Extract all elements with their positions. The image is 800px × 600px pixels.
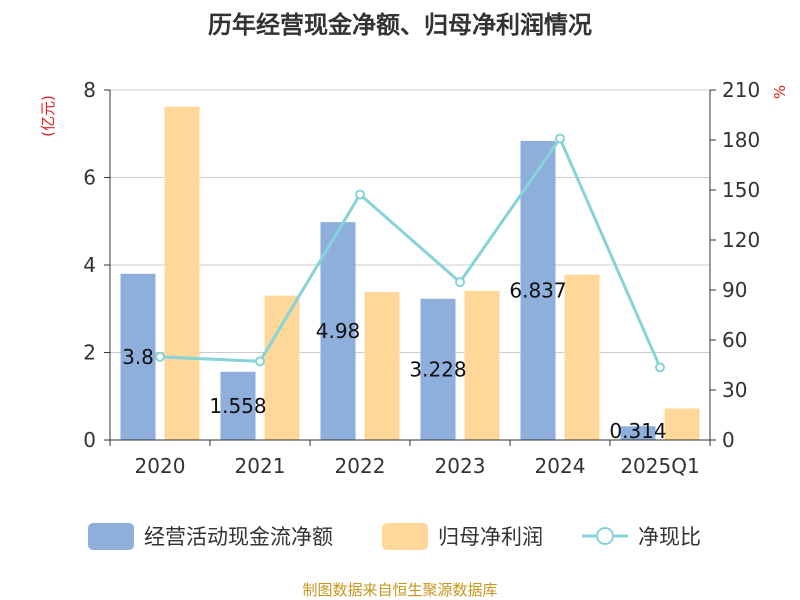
right-tick-label: 90: [722, 278, 747, 302]
line-series: [155, 133, 665, 373]
axes: 0 2 4 6 8 0 30 60 90 120 150 180 210 2020 2021 2022 2023…: [83, 78, 760, 478]
right-tick-label: 180: [722, 128, 760, 152]
chart-title: 历年经营现金净额、归母净利润情况: [208, 11, 592, 39]
bar: [320, 222, 356, 440]
line-point: [255, 356, 265, 367]
right-tick-label: 60: [722, 328, 747, 352]
data-label: 6.837: [509, 278, 566, 302]
data-label: 0.314: [609, 419, 666, 443]
right-tick-label: 210: [722, 78, 760, 102]
x-tick-label: 2025Q1: [620, 454, 699, 478]
line-point: [455, 277, 465, 288]
bar: [420, 298, 456, 440]
legend-label: 归母净利润: [438, 525, 543, 549]
ratio-line: [159, 135, 662, 368]
x-tick-label: 2024: [535, 454, 586, 478]
left-tick-label: 6: [83, 166, 96, 190]
data-label: 1.558: [209, 394, 266, 418]
legend: 经营活动现金流净额 归母净利润 净现比: [88, 523, 701, 550]
x-tick-label: 2023: [435, 454, 486, 478]
x-tick-label: 2020: [135, 454, 186, 478]
bar: [564, 274, 600, 440]
left-tick-label: 2: [83, 341, 96, 365]
legend-label: 净现比: [638, 525, 701, 549]
legend-swatch: [382, 523, 428, 550]
grid-lines: [110, 89, 710, 353]
bar: [120, 273, 156, 440]
line-point: [555, 133, 565, 144]
left-tick-label: 8: [83, 78, 96, 102]
left-tick-label: 0: [83, 428, 96, 452]
data-label: 3.8: [122, 345, 154, 369]
bar: [220, 371, 256, 440]
x-tick-label: 2022: [335, 454, 386, 478]
bar: [520, 140, 556, 440]
x-tick-label: 2021: [235, 454, 286, 478]
data-label: 3.228: [409, 357, 466, 381]
line-point: [655, 362, 665, 373]
right-axis-unit: %: [771, 85, 789, 99]
legend-marker: [596, 527, 614, 545]
line-point: [355, 189, 365, 200]
left-tick-label: 4: [83, 253, 96, 277]
right-tick-label: 30: [722, 378, 747, 402]
legend-swatch: [88, 523, 134, 550]
bar: [164, 106, 200, 440]
right-tick-label: 0: [722, 428, 735, 452]
data-label: 4.98: [316, 319, 361, 343]
bar: [620, 426, 656, 440]
right-tick-label: 150: [722, 178, 760, 202]
bar: [364, 292, 400, 440]
bar-marks: [120, 106, 700, 440]
data-labels: 3.8 1.558 4.98 3.228 6.837 0.314: [122, 278, 667, 443]
left-axis-unit: (亿元): [39, 95, 57, 137]
line-point: [155, 351, 165, 362]
bar: [264, 295, 300, 440]
bar: [664, 408, 700, 440]
source-note: 制图数据来自恒生聚源数据库: [302, 581, 497, 599]
legend-label: 经营活动现金流净额: [144, 525, 333, 549]
bar: [464, 290, 500, 440]
right-tick-label: 120: [722, 228, 760, 252]
